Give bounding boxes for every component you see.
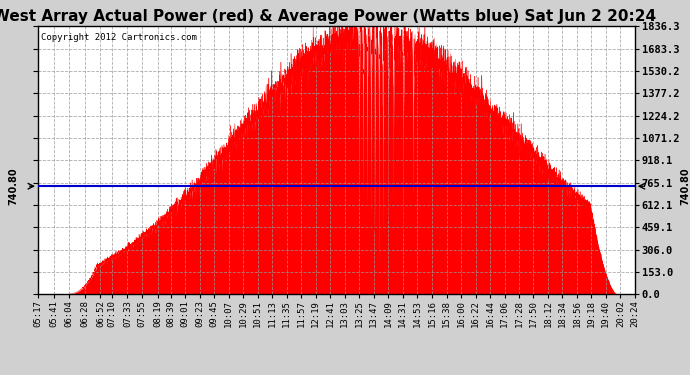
Text: 740.80: 740.80 — [680, 167, 690, 205]
Text: Copyright 2012 Cartronics.com: Copyright 2012 Cartronics.com — [41, 33, 197, 42]
Text: West Array Actual Power (red) & Average Power (Watts blue) Sat Jun 2 20:24: West Array Actual Power (red) & Average … — [0, 9, 656, 24]
Text: 740.80: 740.80 — [8, 167, 18, 205]
